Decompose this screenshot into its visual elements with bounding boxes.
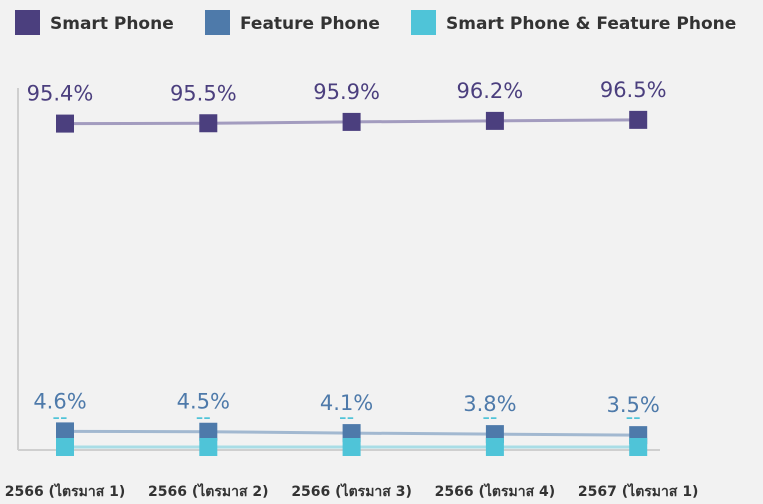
data-label: --: [626, 405, 641, 429]
x-tick-label: 2567 (ไตรมาส 1): [578, 482, 699, 500]
data-label: 3.5%: [607, 393, 660, 417]
data-label: 95.5%: [170, 81, 237, 105]
data-label: --: [339, 405, 354, 429]
data-label: 3.8%: [463, 392, 516, 416]
x-tick-label: 2566 (ไตรมาส 4): [435, 482, 556, 500]
data-label: 4.5%: [177, 390, 230, 414]
marker: [199, 114, 218, 133]
marker: [56, 114, 74, 133]
legend-label: Smart Phone & Feature Phone: [446, 14, 736, 34]
marker: [629, 110, 648, 129]
x-tick-label: 2566 (ไตรมาส 1): [5, 482, 126, 500]
data-label: 4.6%: [33, 389, 86, 413]
legend-swatch: [205, 10, 230, 35]
data-label: --: [196, 405, 211, 429]
marker: [485, 111, 504, 130]
legend-label: Smart Phone: [50, 14, 174, 34]
marker: [342, 438, 361, 456]
x-tick-label: 2566 (ไตรมาส 2): [148, 482, 269, 500]
marker: [199, 422, 218, 441]
marker: [342, 112, 361, 131]
data-label: 4.1%: [320, 391, 373, 415]
marker: [56, 422, 74, 441]
marker: [56, 438, 74, 456]
data-label: --: [482, 405, 497, 429]
data-label: 96.2%: [457, 79, 524, 103]
data-label: --: [52, 405, 67, 429]
data-label: 95.9%: [313, 80, 380, 104]
marker: [629, 438, 648, 456]
legend-swatch: [15, 10, 40, 35]
data-label: 96.5%: [600, 78, 667, 102]
marker: [199, 438, 218, 456]
marker: [485, 438, 504, 456]
legend-label: Feature Phone: [240, 14, 380, 34]
legend-swatch: [411, 10, 436, 35]
marker: [342, 424, 361, 443]
x-tick-label: 2566 (ไตรมาส 3): [291, 482, 412, 500]
data-label: 95.4%: [27, 82, 94, 106]
